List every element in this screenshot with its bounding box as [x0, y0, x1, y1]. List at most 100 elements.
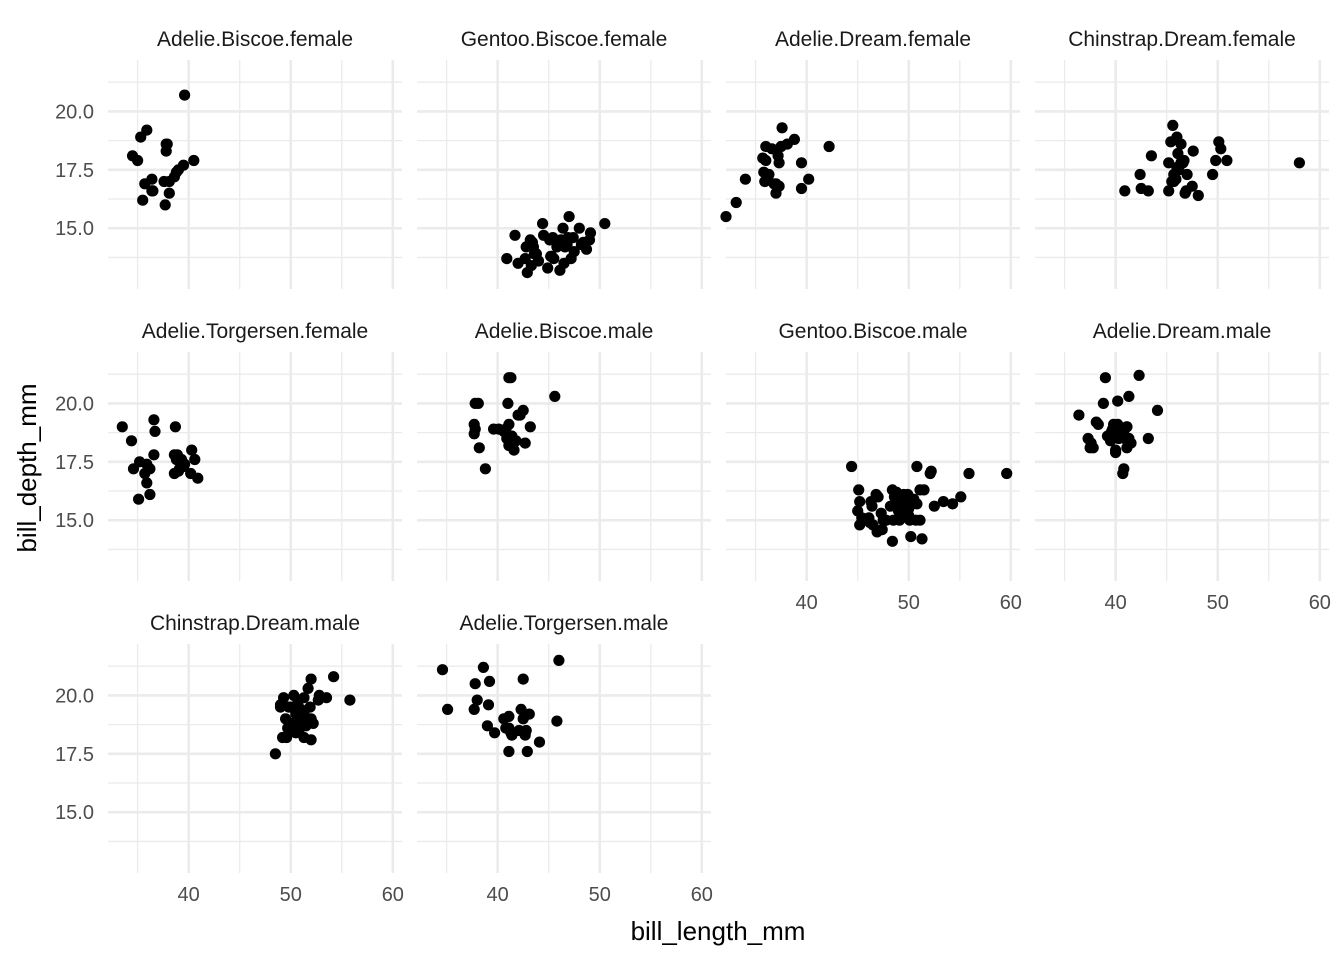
data-point [304, 701, 316, 713]
data-point [281, 731, 293, 744]
data-point [1293, 157, 1305, 169]
data-point [1151, 404, 1164, 416]
data-point [471, 694, 483, 706]
data-point [320, 692, 333, 704]
data-point [188, 154, 200, 167]
data-point [305, 673, 317, 685]
x-tick-label: 60 [1000, 592, 1022, 614]
data-point [186, 444, 198, 456]
data-point [295, 703, 307, 716]
data-point [846, 460, 858, 473]
data-point [537, 218, 549, 230]
data-point [905, 531, 917, 543]
data-point [472, 397, 484, 409]
data-point [1186, 180, 1198, 192]
data-point [823, 140, 835, 153]
data-point [1092, 418, 1104, 430]
data-point [532, 255, 545, 267]
x-axis-title: bill_length_mm [631, 916, 806, 946]
data-point [546, 250, 558, 262]
data-point [1119, 185, 1131, 197]
data-point [149, 425, 161, 437]
data-point [307, 717, 319, 730]
data-point [163, 187, 175, 199]
data-point [763, 168, 775, 181]
data-point [1118, 463, 1130, 475]
data-point [1178, 154, 1190, 167]
facet-panel: Gentoo.Biscoe.male 40 50 60 [726, 320, 1022, 614]
data-point [521, 745, 533, 758]
data-point [189, 453, 201, 466]
data-point [521, 267, 533, 279]
x-tick-label: 50 [898, 592, 920, 614]
data-point [473, 442, 485, 454]
x-tick-label: 60 [1309, 592, 1331, 614]
data-point [141, 477, 153, 489]
data-point [479, 463, 491, 475]
data-point [559, 241, 571, 253]
data-point [1073, 409, 1085, 421]
data-point [1192, 189, 1204, 202]
data-point [854, 496, 866, 508]
y-axis-title: bill_depth_mm [12, 383, 42, 552]
data-point [1142, 185, 1154, 197]
data-point [269, 748, 281, 760]
data-point [1170, 173, 1182, 185]
data-point [468, 703, 480, 716]
x-tick-label: 40 [178, 884, 200, 906]
data-point [169, 421, 181, 433]
data-point [565, 253, 577, 265]
data-point [515, 703, 527, 716]
y-tick-label: 15.0 [55, 510, 94, 532]
data-point [305, 734, 317, 746]
data-point [925, 465, 937, 477]
data-point [553, 654, 565, 667]
data-point [517, 713, 529, 725]
data-point [1163, 157, 1175, 169]
data-point [510, 435, 522, 447]
data-point [551, 715, 563, 727]
data-point [911, 460, 923, 473]
data-point [1163, 185, 1175, 197]
data-point [1207, 168, 1219, 181]
data-point [520, 724, 532, 737]
y-tick-label: 17.5 [55, 452, 94, 474]
data-point [508, 444, 520, 456]
facet-panel: Chinstrap.Dream.male 15.0 17.5 20.0 40 50 60 [55, 612, 404, 906]
facet-title: Adelie.Torgersen.female [142, 320, 368, 343]
facet-panel: Gentoo.Biscoe.female [417, 28, 711, 289]
data-point [503, 745, 515, 758]
data-point [469, 423, 481, 435]
data-point [760, 154, 772, 167]
data-point [914, 514, 926, 526]
data-point [1123, 432, 1135, 445]
x-tick-label: 50 [1207, 592, 1229, 614]
data-point [509, 229, 521, 241]
data-point [563, 211, 575, 223]
data-point [788, 133, 801, 145]
data-point [436, 664, 449, 676]
y-tick-label: 15.0 [55, 218, 94, 240]
data-point [963, 467, 975, 480]
data-point [489, 727, 501, 739]
data-point [538, 229, 550, 241]
data-point [503, 418, 515, 430]
data-point [298, 692, 310, 704]
data-point [147, 185, 159, 197]
data-point [144, 488, 156, 501]
data-point [773, 157, 785, 169]
facet-panel: Adelie.Biscoe.male [417, 320, 711, 581]
data-point [328, 671, 340, 683]
data-point [481, 720, 493, 732]
data-point [955, 491, 967, 503]
data-point [886, 535, 899, 547]
data-point [148, 449, 160, 461]
data-point [1215, 143, 1227, 155]
data-point [599, 218, 611, 230]
data-point [526, 236, 539, 248]
data-point [583, 234, 596, 246]
data-point [477, 661, 489, 674]
data-point [1133, 369, 1145, 381]
facet-title: Chinstrap.Dream.male [150, 612, 360, 635]
